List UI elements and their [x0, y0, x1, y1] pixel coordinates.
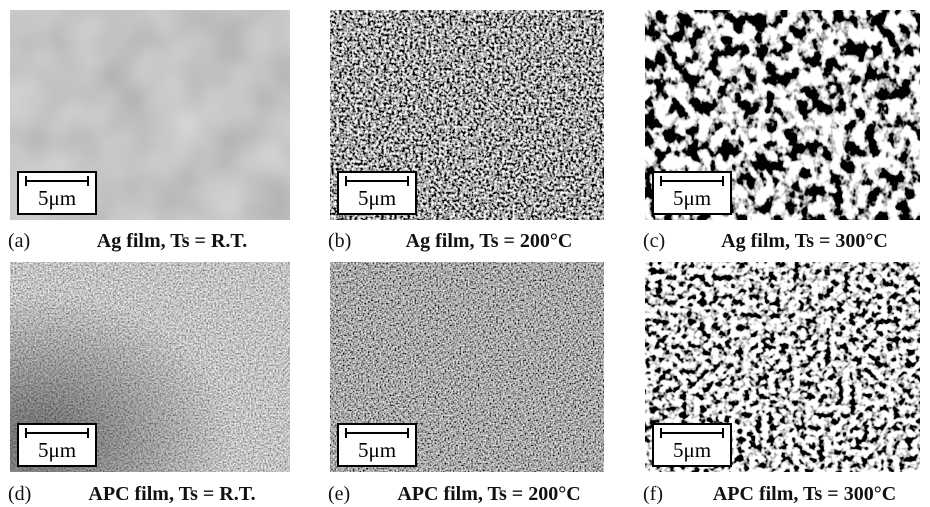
- panel: 5μm (b) Ag film, Ts = 200°C: [328, 10, 604, 252]
- panel-label: (f): [643, 483, 663, 505]
- panel-caption: Ag film, Ts = 200°C: [406, 230, 573, 252]
- scale-bar-label: 5μm: [358, 186, 396, 210]
- scale-bar-label: 5μm: [38, 186, 76, 210]
- panel-label: (b): [328, 230, 351, 252]
- figure: 5μm (a) Ag film, Ts = R.T. 5μm (b) Ag film, T…: [0, 0, 930, 507]
- panel-label: (d): [8, 483, 31, 505]
- panel: 5μm (a) Ag film, Ts = R.T.: [8, 10, 290, 252]
- panel-caption: Ag film, Ts = R.T.: [97, 230, 248, 252]
- scale-bar-label: 5μm: [38, 438, 76, 462]
- panel-caption: APC film, Ts = 300°C: [713, 483, 896, 505]
- scale-bar-label: 5μm: [673, 186, 711, 210]
- scale-bar-label: 5μm: [358, 438, 396, 462]
- panel-label: (a): [8, 230, 30, 252]
- panel: 5μm (d) APC film, Ts = R.T.: [8, 262, 290, 505]
- panel: 5μm (f) APC film, Ts = 300°C: [643, 262, 920, 505]
- scale-bar-label: 5μm: [673, 438, 711, 462]
- panel: 5μm (e) APC film, Ts = 200°C: [328, 262, 604, 505]
- panel-caption: Ag film, Ts = 300°C: [721, 230, 888, 252]
- panel-caption: APC film, Ts = 200°C: [397, 483, 580, 505]
- panel-label: (e): [328, 483, 350, 505]
- panel-label: (c): [643, 230, 665, 252]
- panel-caption: APC film, Ts = R.T.: [88, 483, 255, 505]
- panel: 5μm (c) Ag film, Ts = 300°C: [643, 10, 920, 252]
